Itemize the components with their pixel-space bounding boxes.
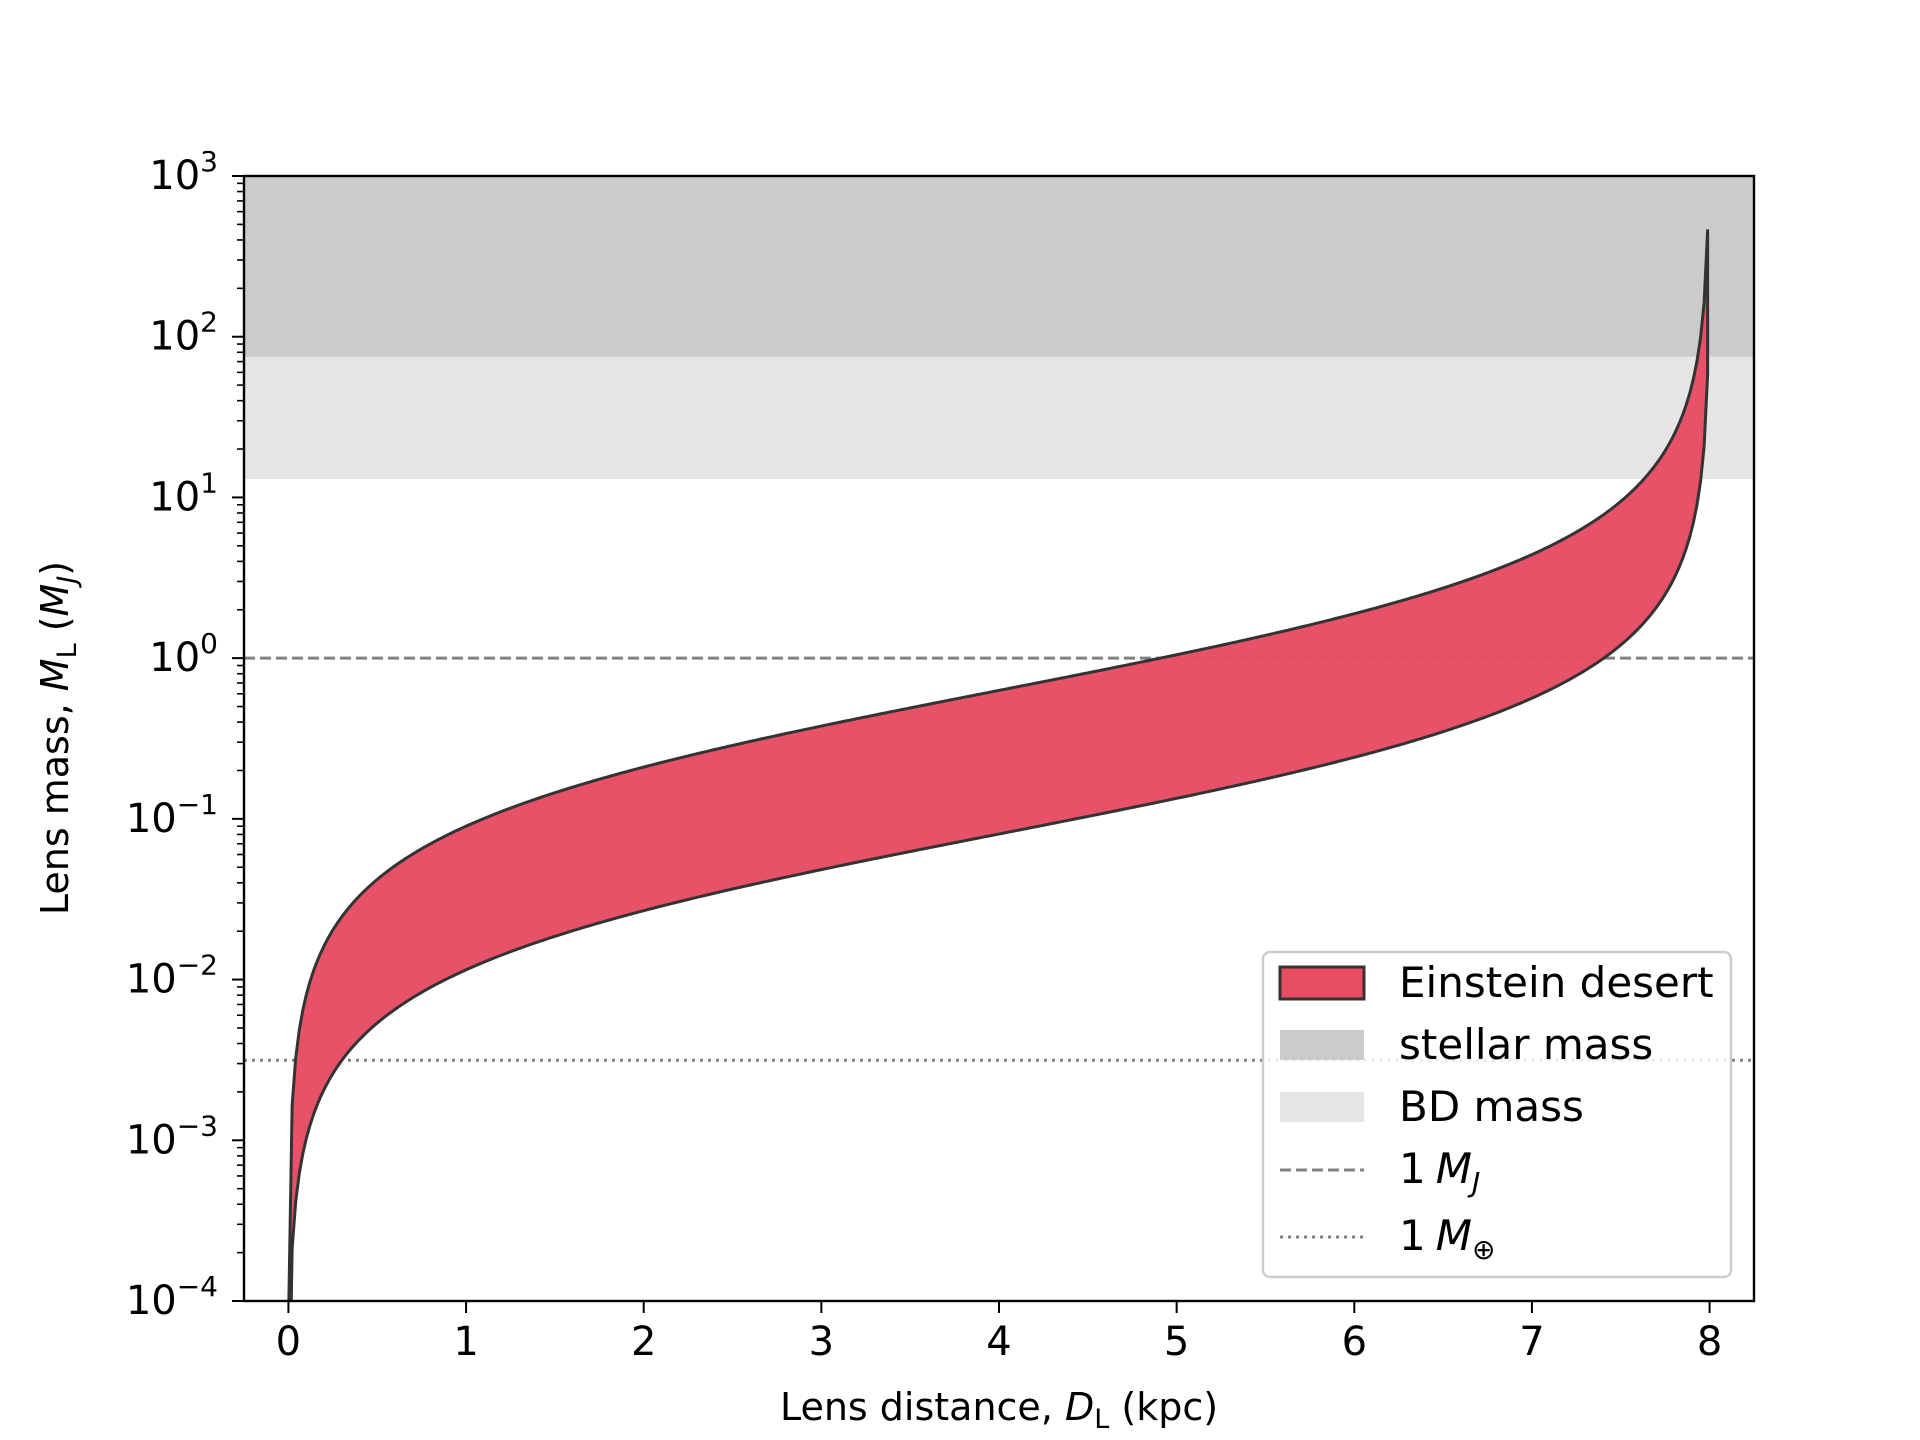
x-tick-label: 7 [1519, 1319, 1544, 1365]
y-tick-label: 101 [149, 466, 218, 520]
y-tick-label: 10−3 [126, 1109, 218, 1163]
einstein-desert-band [287, 229, 1710, 1301]
legend-box [1261, 950, 1733, 1279]
x-tick-label: 4 [986, 1319, 1011, 1365]
legend-swatch-stellar-mass [1280, 1030, 1364, 1060]
y-axis-label: Lens mass, ML (MJ) [33, 561, 83, 915]
x-tick-label: 5 [1164, 1319, 1189, 1365]
y-tick-label: 10−1 [126, 788, 218, 842]
x-tick-label: 1 [453, 1319, 478, 1365]
axis-ticks: 0 1 2 3 4 5 6 7 8 10−4 10−3 10−2 10−1 100 101 102 103 [126, 145, 1723, 1365]
x-tick-label: 3 [809, 1319, 834, 1365]
plot-frame [242, 174, 1756, 1303]
y-tick-label: 102 [149, 306, 218, 360]
legend: Einstein desert stellar mass BD mass 1 MJ… [1261, 950, 1733, 1279]
legend-label-earth: 1 M⊕ [1399, 1211, 1495, 1266]
x-axis-label: Lens distance, DL (kpc) [780, 1385, 1218, 1435]
plot-area [244, 176, 1754, 1301]
y-tick-label: 103 [149, 145, 218, 199]
legend-label-einstein-desert: Einstein desert [1399, 958, 1714, 1007]
y-tick-label: 100 [149, 627, 218, 681]
legend-swatch-bd-mass [1280, 1092, 1364, 1122]
legend-label-stellar-mass: stellar mass [1399, 1020, 1653, 1069]
legend-swatch-einstein-desert [1278, 965, 1366, 1001]
stellar-mass-region [244, 176, 1754, 357]
bd-mass-region [244, 356, 1754, 480]
legend-label-bd-mass: BD mass [1399, 1082, 1584, 1131]
x-tick-label: 2 [631, 1319, 656, 1365]
y-tick-label: 10−4 [126, 1270, 218, 1324]
y-tick-label: 10−2 [126, 949, 218, 1003]
x-tick-label: 8 [1697, 1319, 1722, 1365]
legend-label-jupiter: 1 MJ [1399, 1144, 1480, 1199]
x-tick-label: 6 [1342, 1319, 1367, 1365]
x-tick-label: 0 [276, 1319, 301, 1365]
